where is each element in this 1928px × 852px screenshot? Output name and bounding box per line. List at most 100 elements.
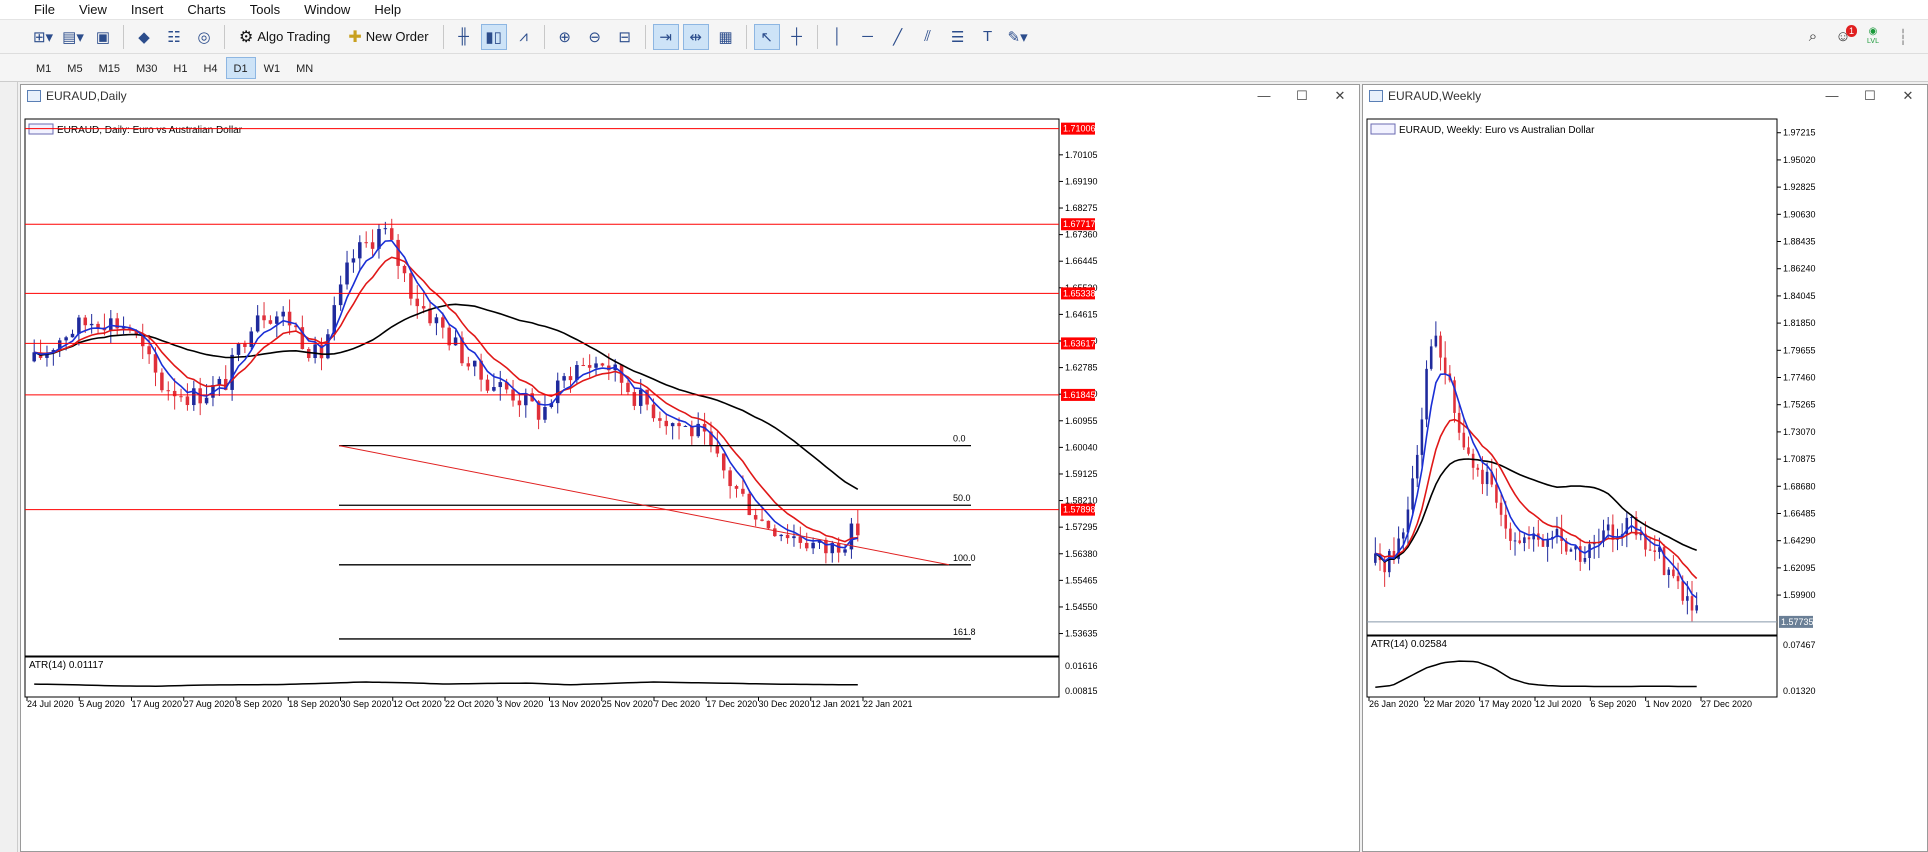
- timeframe-mn[interactable]: MN: [296, 62, 314, 75]
- menu-tools[interactable]: Tools: [249, 1, 281, 17]
- price-pane-frame: [1366, 118, 1778, 636]
- candle-body: [741, 488, 745, 494]
- candle-body: [562, 376, 566, 381]
- new-order-button[interactable]: ✚ New Order: [341, 24, 435, 50]
- notifications-icon[interactable]: ☺ 1: [1830, 24, 1857, 50]
- candle-body: [319, 344, 324, 359]
- candle-body: [498, 382, 503, 388]
- data-window-icon[interactable]: ☷: [167, 28, 181, 46]
- fibonacci-icon[interactable]: ☰: [950, 28, 965, 46]
- indicator-scale-label: 0.01616: [1065, 661, 1098, 671]
- minimize-icon[interactable]: —: [1825, 88, 1839, 103]
- candle-body: [1439, 335, 1442, 358]
- candle-body: [204, 397, 209, 404]
- chart-shift-icon[interactable]: ⇹: [682, 23, 709, 50]
- signal-level-icon[interactable]: ◉ LVL: [1867, 25, 1879, 45]
- timeframe-m1[interactable]: M1: [36, 62, 52, 75]
- candle-body: [89, 323, 94, 326]
- timeframe-m5[interactable]: M5: [67, 62, 83, 75]
- candle-body: [492, 387, 496, 391]
- algo-trading-button[interactable]: ⚙ Algo Trading: [232, 24, 337, 50]
- fibonacci-level-label: 50.0: [953, 493, 971, 503]
- candle-body: [281, 311, 285, 317]
- line-chart-icon[interactable]: ⩘: [519, 28, 528, 45]
- text-icon[interactable]: T: [983, 28, 993, 45]
- close-icon[interactable]: ✕: [1334, 88, 1346, 103]
- candle-body: [517, 400, 522, 406]
- maximize-icon[interactable]: ☐: [1296, 88, 1308, 103]
- candle-body: [1481, 469, 1484, 485]
- menu-view[interactable]: View: [78, 1, 107, 17]
- candle-body: [1667, 569, 1671, 576]
- price-axis-label: 1.53635: [1065, 629, 1098, 639]
- timeframe-m30[interactable]: M30: [135, 62, 158, 75]
- toolbar-separator: [644, 24, 646, 49]
- weekly-chart[interactable]: EURAUD, Weekly: Euro vs Australian Dolla…: [1363, 107, 1927, 851]
- candle-body: [1420, 419, 1424, 455]
- maximize-icon[interactable]: ☐: [1864, 88, 1876, 103]
- candle-body: [607, 365, 611, 371]
- candle-body: [1509, 528, 1512, 541]
- current-price-tag: [1779, 615, 1813, 628]
- menu-file[interactable]: File: [34, 1, 55, 17]
- signals-icon[interactable]: ◎: [197, 28, 211, 46]
- menu-charts[interactable]: Charts: [187, 1, 226, 17]
- new-order-label: New Order: [365, 29, 429, 44]
- crosshair-icon[interactable]: ┼: [791, 28, 802, 45]
- timeframe-h4[interactable]: H4: [203, 62, 218, 75]
- candle-body: [1392, 550, 1396, 560]
- auto-scroll-icon[interactable]: ⇥: [652, 23, 679, 50]
- bar-chart-icon[interactable]: ╫: [458, 28, 469, 45]
- candle-body: [587, 365, 592, 368]
- vertical-line-icon[interactable]: │: [832, 28, 843, 45]
- candle-body: [485, 379, 490, 391]
- minimize-icon[interactable]: —: [1257, 88, 1271, 103]
- candlestick-icon[interactable]: ▮▯: [480, 23, 507, 50]
- search-icon[interactable]: ⌕: [1808, 28, 1818, 45]
- trendline-icon[interactable]: ╱: [893, 28, 903, 46]
- price-axis-label: 1.70875: [1783, 454, 1816, 464]
- menu-window[interactable]: Window: [304, 1, 351, 17]
- close-icon[interactable]: ✕: [1902, 88, 1914, 103]
- zoom-out-icon[interactable]: ⊖: [588, 28, 601, 46]
- candle-body: [830, 543, 835, 554]
- zoom-in-icon[interactable]: ⊕: [558, 28, 571, 46]
- timeframe-m15[interactable]: M15: [98, 62, 120, 75]
- daily-window-titlebar[interactable]: EURAUD,Daily — ☐ ✕: [21, 85, 1359, 107]
- candle-body: [453, 337, 458, 346]
- market-watch-icon[interactable]: ▣: [95, 28, 111, 46]
- tile-windows-icon[interactable]: ⊟: [618, 28, 631, 46]
- price-axis-label: 1.62785: [1065, 363, 1098, 373]
- candle-body: [568, 376, 573, 381]
- level-price-tag: [1061, 337, 1095, 350]
- timeframe-w1[interactable]: W1: [263, 62, 281, 75]
- timeframe-toolbar: M1 M5 M15 M30 H1 H4 D1 W1 MN: [0, 54, 1928, 82]
- profiles-icon[interactable]: ▤▾: [62, 28, 84, 46]
- shapes-icon[interactable]: ✎▾: [1007, 28, 1028, 46]
- price-axis-label: 1.64290: [1783, 536, 1816, 546]
- candle-body: [1383, 560, 1386, 573]
- menu-insert[interactable]: Insert: [130, 1, 164, 17]
- menu-help[interactable]: Help: [374, 1, 402, 17]
- candle-body: [377, 228, 381, 249]
- timeframe-d1[interactable]: D1: [225, 56, 256, 79]
- candle-body: [766, 520, 771, 529]
- cursor-icon[interactable]: ↖: [753, 23, 780, 50]
- candle-body: [690, 425, 694, 437]
- candle-body: [345, 262, 349, 285]
- candle-body: [1606, 524, 1610, 531]
- date-axis-label: 18 Sep 2020: [288, 699, 339, 709]
- date-axis-label: 13 Nov 2020: [550, 699, 601, 709]
- daily-chart[interactable]: EURAUD, Daily: Euro vs Australian Dollar…: [21, 107, 1359, 851]
- weekly-window-titlebar[interactable]: EURAUD,Weekly — ☐ ✕: [1363, 85, 1927, 107]
- horizontal-line-icon[interactable]: ─: [862, 28, 873, 45]
- price-axis-label: 1.60040: [1065, 442, 1098, 452]
- navigator-icon[interactable]: ◆: [138, 28, 150, 46]
- templates-icon[interactable]: ▦: [718, 28, 733, 46]
- timeframe-h1[interactable]: H1: [173, 62, 188, 75]
- candle-body: [1499, 502, 1503, 515]
- toolbar-separator: [442, 24, 444, 49]
- date-axis-label: 26 Jan 2020: [1369, 699, 1419, 709]
- new-chart-icon[interactable]: ⊞▾: [32, 28, 54, 46]
- equidistant-channel-icon[interactable]: ⫽: [924, 28, 931, 45]
